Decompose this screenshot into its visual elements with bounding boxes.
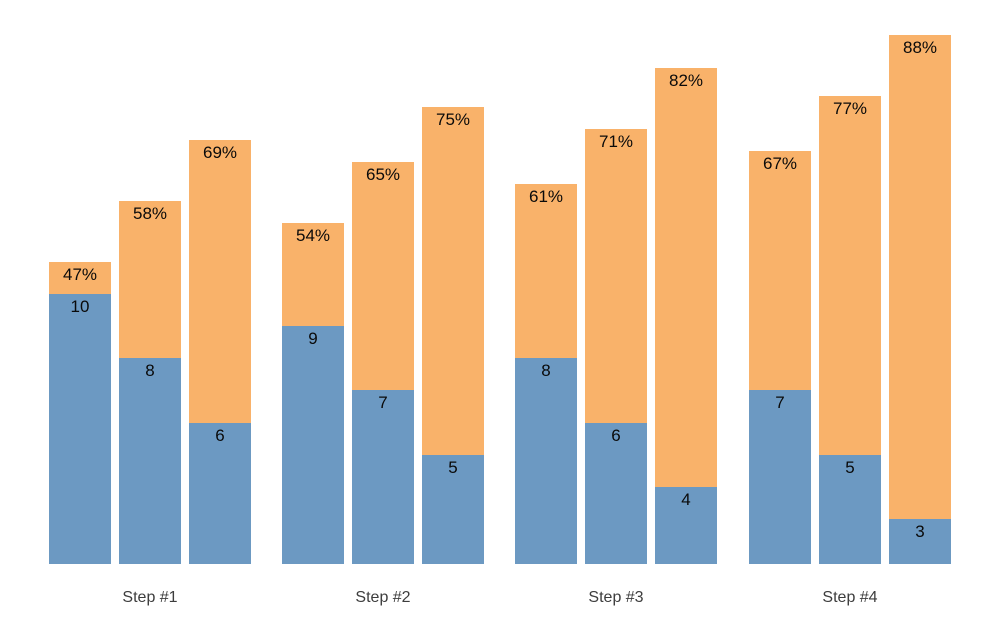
base-value-label: 3 [915, 521, 925, 541]
percent-label: 88% [902, 37, 938, 57]
bar-group2-2: 65% 7 [352, 162, 414, 564]
blue-segment [119, 358, 181, 564]
blue-segment [819, 454, 881, 564]
orange-segment [655, 68, 717, 564]
percent-label: 47% [62, 264, 98, 284]
base-value-label: 5 [845, 457, 855, 477]
blue-segment [749, 390, 811, 564]
blue-segment [49, 293, 111, 564]
percent-label: 61% [528, 187, 564, 207]
bar-group4-2: 77% 5 [819, 95, 881, 564]
blue-segment [585, 422, 647, 564]
base-value-label: 9 [308, 329, 318, 349]
blue-segment [282, 326, 344, 564]
blue-segment [189, 422, 251, 564]
base-value-label: 10 [70, 296, 90, 316]
percent-label: 58% [132, 204, 168, 224]
percent-label: 69% [202, 143, 238, 163]
x-axis-category-label: Step #2 [355, 589, 411, 606]
base-value-label: 4 [681, 489, 691, 509]
bar-group4-1: 67% 7 [749, 151, 811, 564]
percent-label: 77% [832, 98, 868, 118]
blue-segment [515, 358, 577, 564]
bar-group1-2: 58% 8 [119, 201, 181, 564]
x-axis-category-label: Step #3 [588, 589, 644, 606]
percent-label: 54% [295, 226, 331, 246]
blue-segment [889, 518, 951, 564]
bar-group3-3: 82% 4 [655, 68, 717, 564]
x-axis-category-label: Step #4 [822, 589, 878, 606]
blue-segment [352, 390, 414, 564]
bar-group1-3: 69% 6 [189, 140, 251, 564]
blue-segment [655, 486, 717, 564]
base-value-label: 7 [775, 393, 785, 413]
x-axis-category-label: Step #1 [122, 589, 178, 606]
percent-label: 67% [762, 154, 798, 174]
percent-label: 65% [365, 165, 401, 185]
bar-group2-1: 54% 9 [282, 223, 344, 564]
bar-group1-1: 47% 10 [49, 261, 111, 564]
base-value-label: 7 [378, 393, 388, 413]
blue-segment [422, 454, 484, 564]
percent-label: 71% [598, 132, 634, 152]
base-value-label: 6 [215, 425, 225, 445]
percent-label: 75% [435, 109, 471, 129]
bar-group3-1: 61% 8 [515, 184, 577, 564]
base-value-label: 6 [611, 425, 621, 445]
bar-group2-3: 75% 5 [422, 106, 484, 564]
base-value-label: 8 [145, 361, 155, 381]
bar-group4-3: 88% 3 [889, 34, 951, 564]
base-value-label: 5 [448, 457, 458, 477]
bar-group3-2: 71% 6 [585, 129, 647, 564]
orange-segment [889, 34, 951, 564]
percent-label: 82% [668, 71, 704, 91]
base-value-label: 8 [541, 361, 551, 381]
